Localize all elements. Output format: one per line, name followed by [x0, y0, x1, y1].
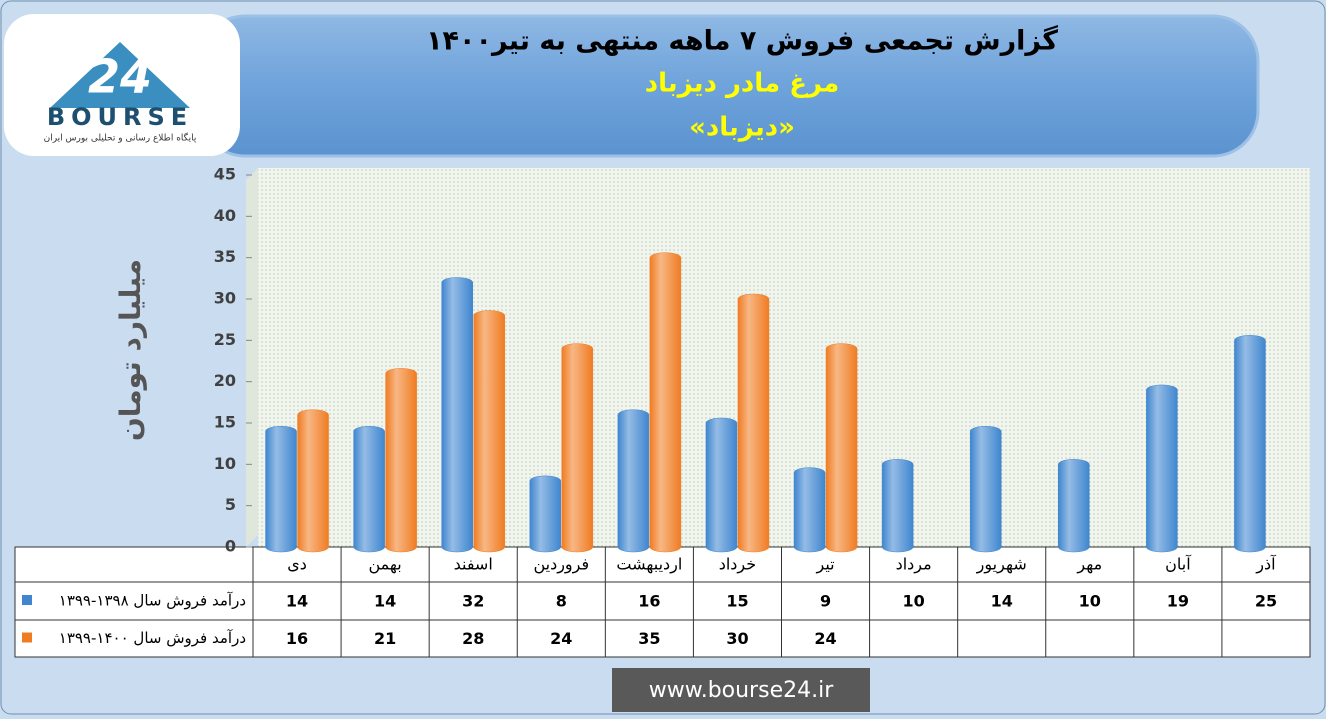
y-tick-label: 20	[214, 371, 236, 390]
logo-tagline: پایگاه اطلاع رسانی و تحلیلی بورس ایران	[44, 132, 197, 144]
x-tick-label: خرداد	[719, 555, 756, 575]
data-label: 9	[820, 592, 831, 611]
bar	[1234, 335, 1266, 553]
data-table	[14, 546, 1311, 658]
plot-area	[258, 168, 1310, 547]
bar	[969, 426, 1002, 553]
data-label: 14	[374, 592, 396, 611]
data-label: 14	[991, 592, 1013, 611]
y-tick-label: 5	[225, 495, 236, 514]
x-tick-label: بهمن	[368, 555, 401, 575]
y-tick-label: 45	[214, 165, 236, 184]
chart-title: گزارش تجمعی فروش ۷ ماهه منتهی به تیر۱۴۰۰	[426, 25, 1058, 57]
x-tick-label: مرداد	[896, 555, 932, 575]
data-label: 30	[726, 629, 748, 648]
logo-triangle	[50, 42, 190, 108]
x-tick-label: فروردین	[533, 555, 589, 575]
bar	[473, 310, 505, 553]
bar	[385, 368, 417, 553]
data-label: 16	[638, 592, 660, 611]
logo-name: BOURSE	[47, 103, 193, 131]
x-tick-label: آبان	[1165, 555, 1192, 574]
x-tick-label: اسفند	[454, 555, 493, 574]
bar	[617, 409, 650, 553]
chart-subtitle: «دیزباد»	[689, 113, 795, 143]
x-tick-label: شهریور	[976, 555, 1027, 575]
data-label: 32	[462, 592, 484, 611]
data-label: 24	[550, 629, 572, 648]
legend-swatch	[22, 595, 32, 605]
bar	[705, 417, 738, 553]
y-tick-label: 35	[214, 247, 236, 266]
bar	[825, 343, 858, 553]
data-label: 28	[462, 629, 484, 648]
x-tick-label: دی	[287, 555, 307, 574]
data-label: 8	[556, 592, 567, 611]
bar	[1146, 384, 1178, 553]
y-tick-label: 15	[214, 413, 236, 432]
data-label: 19	[1167, 592, 1189, 611]
y-tick-label: 40	[214, 206, 236, 225]
y-tick-label: 30	[214, 289, 236, 308]
x-tick-label: تیر	[815, 555, 834, 575]
data-label: 10	[1079, 592, 1101, 611]
data-label: 15	[726, 592, 748, 611]
bar	[881, 459, 914, 553]
data-label: 14	[286, 592, 308, 611]
x-tick-label: آذر	[1255, 555, 1277, 575]
bar	[1058, 459, 1090, 553]
y-axis-label: میلیارد تومان	[114, 259, 147, 441]
bar	[529, 475, 562, 553]
logo-mark: 24	[88, 50, 152, 104]
source: www.bourse24.ir	[649, 678, 834, 703]
chart-subtitle: مرغ مادر دیزباد	[645, 69, 839, 99]
bar	[737, 293, 770, 553]
legend-label: درآمد فروش سال ۱۴۰۰-۱۳۹۹	[59, 629, 246, 647]
y-tick-label: 25	[214, 330, 236, 349]
bar	[297, 409, 329, 553]
bar	[265, 426, 297, 553]
source-box	[612, 668, 870, 712]
plot-side-wall	[246, 168, 258, 547]
data-label: 10	[902, 592, 924, 611]
bar	[793, 467, 826, 553]
y-tick-label: 0	[225, 537, 236, 556]
bar	[561, 343, 594, 553]
data-label: 21	[374, 629, 396, 648]
data-label: 25	[1255, 592, 1277, 611]
y-tick-label: 10	[214, 454, 236, 473]
legend-label: درآمد فروش سال ۱۳۹۸-۱۳۹۹	[59, 592, 246, 610]
bar	[353, 426, 385, 553]
x-tick-label: مهر	[1076, 555, 1102, 575]
data-label: 35	[638, 629, 660, 648]
data-label: 16	[286, 629, 308, 648]
bar	[441, 277, 473, 553]
data-label: 24	[814, 629, 836, 648]
bar	[649, 252, 682, 553]
legend-swatch	[22, 632, 32, 643]
x-tick-label: اردیبهشت	[616, 555, 682, 575]
